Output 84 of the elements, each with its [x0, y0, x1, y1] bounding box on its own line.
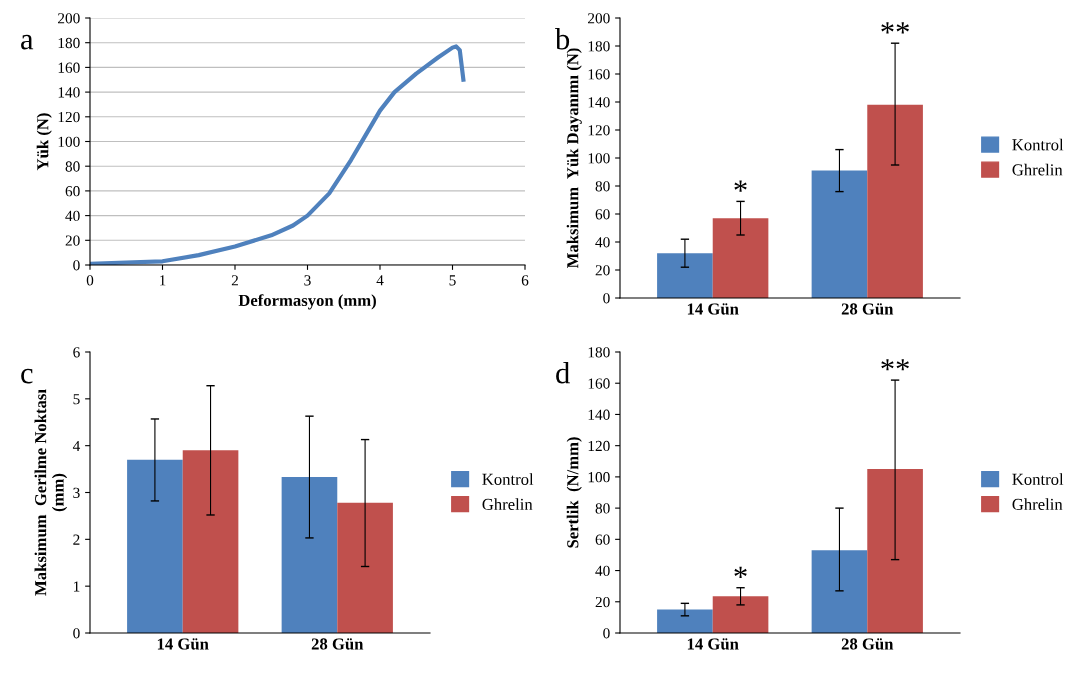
x-tick-label: 28 Gün [841, 303, 894, 315]
y-tick-label: 100 [588, 472, 610, 483]
y-tick-label: 180 [588, 41, 610, 52]
annotation: * [734, 180, 747, 192]
y-tick-label: 20 [65, 235, 80, 246]
x-tick-label: 14 Gün [687, 638, 739, 650]
y-tick-label: 60 [595, 209, 610, 220]
legend-label: Ghrelin [1012, 498, 1063, 510]
y-tick-label: 200 [588, 13, 610, 24]
legend-label: Kontrol [1012, 138, 1064, 151]
legend-label: Kontrol [1012, 473, 1064, 485]
y-tick-label: 120 [588, 125, 610, 136]
y-tick-label: 60 [595, 534, 610, 545]
x-tick-label: 28 Gün [841, 638, 894, 650]
legend-label: Kontrol [482, 473, 534, 485]
y-tick-label: 120 [58, 111, 80, 123]
text: b [555, 28, 570, 50]
y-tick-label: 100 [588, 153, 610, 164]
y-tick-label: 1 [73, 581, 80, 592]
text: c [21, 368, 33, 384]
y-tick-label: 80 [65, 161, 80, 172]
y-tick-label: 180 [588, 347, 610, 358]
y-tick-label: 200 [58, 13, 80, 24]
y-tick-label: 0 [73, 628, 80, 639]
y-tick-label: 120 [588, 440, 610, 452]
y-tick-label: 6 [73, 347, 80, 358]
annotation: ** [881, 22, 909, 34]
bar [281, 477, 338, 633]
y-tick-label: 5 [73, 394, 80, 405]
y-tick-label: 0 [603, 293, 610, 304]
y-tick-label: 140 [588, 97, 610, 108]
y-tick-label: 4 [72, 440, 81, 451]
x-tick-label: 14 Gün [157, 638, 209, 650]
y-tick-label: 180 [58, 37, 80, 49]
x-axis-title: Deformasyon (mm) [238, 294, 376, 310]
y-tick-label: 20 [595, 265, 610, 276]
x-tick-label: 2 [231, 275, 238, 286]
x-tick-label: 28 Gün [311, 638, 364, 650]
y-axis-title: Yük (N) [36, 113, 52, 171]
annotation: * [734, 566, 747, 578]
y-tick-label: 2 [73, 534, 80, 545]
y-tick-label: 40 [595, 237, 610, 248]
y-tick-label: 3 [73, 487, 80, 498]
y-tick-label: 140 [58, 87, 80, 98]
x-tick-label: 6 [521, 275, 529, 286]
y-tick-label: 20 [595, 596, 610, 608]
bar [867, 469, 923, 633]
bar [657, 609, 713, 633]
legend-label: Ghrelin [1012, 163, 1063, 176]
y-tick-label: 0 [603, 628, 610, 639]
bar [712, 596, 769, 633]
text: d [556, 362, 570, 384]
bar [182, 450, 239, 633]
text: a [21, 34, 34, 50]
bar [337, 502, 393, 633]
y-tick-label: 0 [73, 260, 80, 271]
y-axis-title: Maksimum Yük Dayanımı (N) [566, 48, 582, 269]
x-tick-label: 0 [86, 275, 94, 286]
y-tick-label: 160 [58, 62, 80, 73]
y-tick-label: 140 [588, 409, 610, 420]
y-tick-label: 160 [588, 378, 610, 389]
legend-label: Ghrelin [482, 498, 533, 510]
x-tick-label: 1 [160, 275, 166, 286]
bar [811, 550, 868, 633]
y-tick-label: 100 [58, 136, 80, 147]
x-tick-label: 3 [304, 275, 311, 286]
bar [657, 253, 713, 298]
y-tick-label: 160 [588, 69, 610, 80]
annotation: ** [881, 359, 909, 371]
bar [712, 218, 769, 298]
y-axis-title: Sertlik (N/mm) [566, 437, 582, 548]
bar [811, 170, 868, 298]
y-tick-label: 40 [65, 210, 80, 222]
x-tick-label: 14 Gün [687, 303, 739, 315]
line-series [90, 44, 466, 265]
y-axis-title: Maksimum Gerilme Noktası (mm) [34, 389, 68, 596]
x-tick-label: 4 [376, 275, 384, 286]
y-tick-label: 80 [595, 181, 610, 192]
x-tick-label: 5 [449, 275, 456, 286]
bar [867, 104, 923, 298]
bar [127, 459, 183, 633]
y-tick-label: 80 [595, 503, 610, 514]
y-tick-label: 60 [65, 186, 80, 197]
y-tick-label: 40 [595, 565, 610, 577]
